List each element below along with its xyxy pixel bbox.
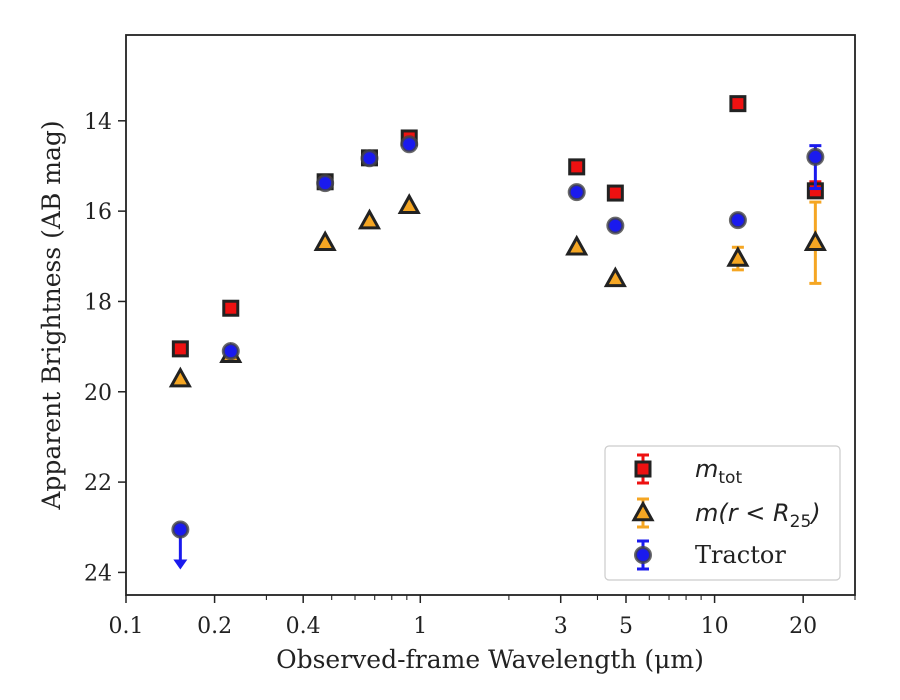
legend-label-sub: 25 — [790, 512, 812, 532]
y-tick-label: 16 — [84, 200, 112, 225]
data-point — [357, 208, 382, 230]
data-point — [603, 266, 627, 288]
data-point — [400, 135, 419, 154]
x-axis-title: Observed-frame Wavelength (μm) — [276, 645, 704, 674]
data-point — [726, 246, 750, 267]
legend-label-base: m(r < R — [695, 499, 790, 527]
y-tick-label: 14 — [84, 110, 112, 135]
data-point — [397, 193, 421, 214]
y-tick-label: 24 — [84, 561, 112, 586]
y-axis-title: Apparent Brightness (AB mag) — [37, 120, 66, 510]
x-tick-label: 20 — [789, 614, 817, 639]
x-tick-label: 1 — [413, 614, 427, 639]
data-point — [316, 174, 335, 193]
series-circle — [171, 135, 825, 570]
y-tick-label: 22 — [84, 471, 112, 496]
x-tick-label: 3 — [554, 614, 568, 639]
legend-marker — [631, 500, 655, 522]
legend-label-tail: ) — [809, 499, 820, 527]
legend-label: m(r < R25) — [695, 499, 821, 532]
data-point — [168, 366, 192, 388]
plot-frame — [125, 34, 856, 596]
data-point — [729, 95, 747, 113]
data-point — [568, 158, 586, 176]
y-tick-label: 18 — [84, 290, 112, 315]
x-tick-label: 0.1 — [109, 614, 144, 639]
x-tick-label: 10 — [701, 614, 729, 639]
legend-marker — [634, 460, 652, 478]
data-point — [360, 149, 379, 168]
upper-limit-arrowhead — [173, 559, 188, 570]
x-tick-label: 5 — [619, 614, 633, 639]
data-point — [171, 520, 190, 539]
y-axis: 14 16 18 20 22 24 — [84, 110, 126, 586]
legend-label-sub: tot — [718, 468, 742, 488]
legend-marker — [634, 546, 652, 564]
data-point — [313, 230, 337, 251]
x-tick-label: 0.2 — [197, 614, 232, 639]
data-marks — [168, 95, 827, 570]
series-triangle — [168, 193, 827, 388]
x-axis: 0.1 0.2 0.4 1 3 5 10 20 — [109, 595, 856, 639]
data-point — [806, 147, 825, 166]
data-point — [728, 211, 747, 230]
data-point — [221, 342, 240, 361]
data-point — [565, 234, 589, 256]
data-point — [803, 230, 827, 251]
x-tick-label: 0.4 — [286, 614, 321, 639]
data-point — [171, 340, 189, 358]
legend: mtot m(r < R25) Tractor — [604, 445, 841, 581]
data-point — [606, 216, 625, 235]
y-tick-label: 20 — [84, 381, 112, 406]
data-point — [567, 183, 586, 202]
legend-frame — [604, 445, 841, 581]
data-point — [222, 299, 240, 317]
legend-label: mtot — [695, 455, 742, 488]
legend-label-base: Tractor — [695, 541, 786, 569]
legend-label: Tractor — [695, 541, 786, 569]
legend-label-base: m — [695, 455, 718, 483]
data-point — [606, 184, 624, 202]
